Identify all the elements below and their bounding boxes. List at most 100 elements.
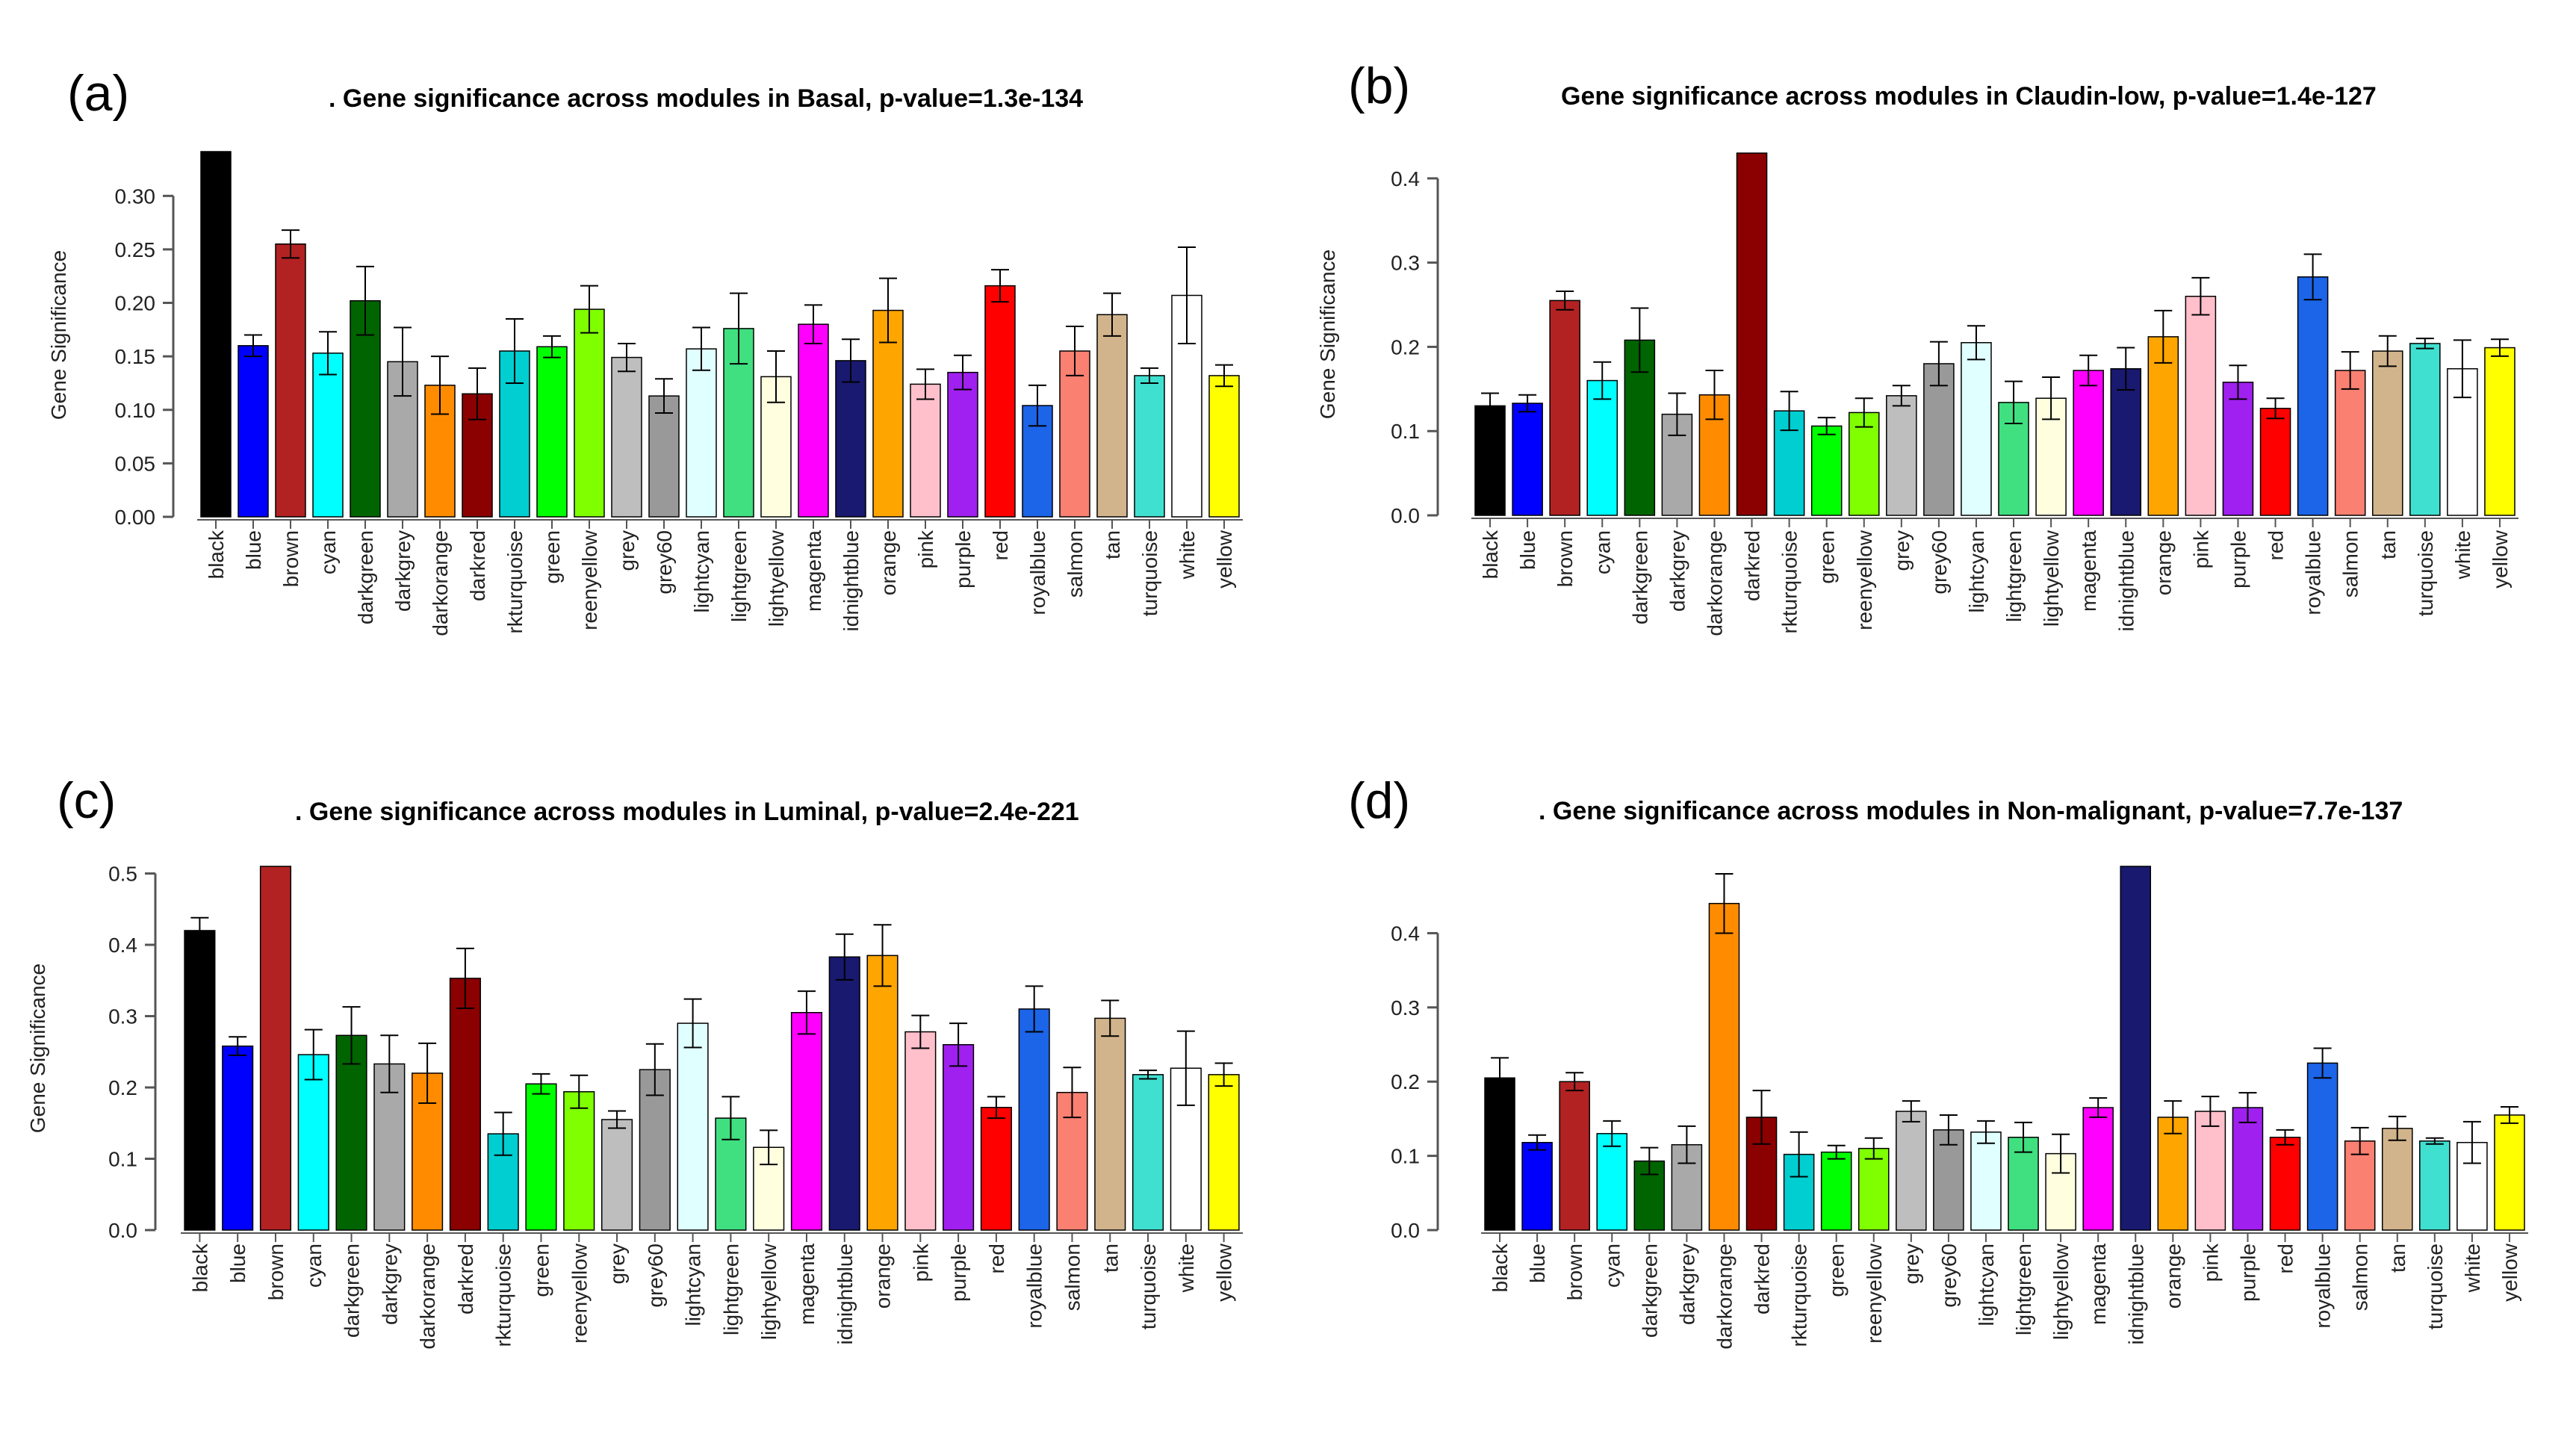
x-category-label: white — [2461, 1244, 2484, 1293]
error-bar-royalblue — [2303, 253, 2322, 301]
error-bar-white — [2453, 339, 2471, 399]
bar-brown — [1559, 1081, 1590, 1231]
bar-grey — [1886, 395, 1917, 516]
bar-turquoise — [2419, 1140, 2451, 1231]
error-bar-royalblue — [1028, 384, 1046, 427]
x-category-label: white — [1175, 1244, 1198, 1293]
error-bar-darkred — [468, 367, 486, 420]
error-bar-brown — [1556, 290, 1574, 311]
bar-yellow — [1208, 375, 1240, 518]
bar-yellow — [2484, 347, 2516, 516]
error-bar-orange — [2164, 1100, 2182, 1134]
error-bar-grey — [1892, 385, 1911, 407]
bar-pink — [2194, 1111, 2226, 1231]
error-bar-turquoise — [1139, 1070, 1158, 1080]
x-category-label: lightyellow — [2040, 530, 2063, 627]
bar-darkorange — [1708, 902, 1740, 1231]
error-bar-darkturquoise — [1790, 1131, 1808, 1178]
bar-turquoise — [2409, 343, 2441, 516]
y-tick-label: 0.10 — [115, 399, 156, 422]
error-bar-darkgreen — [342, 1006, 361, 1065]
x-category-label: magenta — [802, 530, 825, 612]
bar-turquoise — [1132, 1074, 1164, 1231]
x-category-label: white — [1176, 530, 1199, 580]
x-category-label: pink — [914, 530, 937, 568]
bar-darkgreen — [335, 1034, 367, 1231]
error-bar-grey — [608, 1110, 627, 1129]
bar-yellow — [1208, 1074, 1240, 1231]
error-bar-grey60 — [1939, 1114, 1958, 1146]
x-category-label: darkgrey — [378, 1244, 401, 1325]
error-bar-greenyellow — [1864, 1137, 1883, 1160]
chart-panel-2: (b) Gene significance across modules in C… — [1316, 58, 2518, 636]
x-category-label: black — [188, 1243, 211, 1292]
x-category-label: idnightblue — [2124, 1244, 2147, 1344]
error-bar-cyan — [1593, 361, 1612, 400]
x-category-label: royalblue — [1026, 530, 1049, 615]
bar-orange — [866, 954, 899, 1231]
y-tick-label: 0.3 — [1391, 996, 1420, 1019]
bar-midnightblue — [2120, 866, 2152, 1231]
bar-magenta — [798, 323, 829, 518]
x-category-label: darkorange — [416, 1244, 439, 1350]
error-bar-red — [991, 269, 1009, 303]
error-bar-royalblue — [1025, 985, 1043, 1033]
error-bar-royalblue — [2313, 1047, 2332, 1079]
bar-cyan — [312, 353, 344, 518]
x-category-label: white — [2451, 530, 2474, 580]
bar-black — [200, 151, 232, 518]
x-category-label: tan — [1099, 1244, 1122, 1273]
error-bar-lightyellow — [767, 350, 785, 403]
error-bar-yellow — [2490, 338, 2509, 357]
error-bar-greenyellow — [580, 285, 598, 334]
x-category-label: orange — [2152, 530, 2175, 595]
bar-pink — [910, 383, 941, 518]
error-bar-midnightblue — [835, 933, 854, 981]
error-bar-salmon — [1066, 326, 1084, 376]
x-category-label: turquoise — [1137, 1244, 1160, 1329]
x-category-label: idnightblue — [839, 530, 863, 631]
error-bar-white — [2462, 1120, 2481, 1164]
bar-blue — [222, 1045, 254, 1231]
x-category-label: darkgrey — [391, 530, 415, 612]
x-category-label: cyan — [317, 530, 340, 574]
bar-green — [536, 346, 568, 518]
x-category-label: tan — [2377, 530, 2400, 559]
bar-darkred — [1736, 152, 1768, 516]
x-category-label: yellow — [1213, 1243, 1236, 1302]
error-bar-greenyellow — [570, 1074, 589, 1109]
x-category-label: purple — [2236, 1244, 2259, 1302]
chart-title: Gene significance across modules in Clau… — [1561, 82, 2377, 111]
y-tick-label: 0.2 — [1391, 1070, 1420, 1093]
error-bar-midnightblue — [842, 338, 860, 383]
x-category-label: grey60 — [1937, 1244, 1961, 1308]
x-category-label: orange — [877, 530, 900, 595]
error-bar-tan — [2388, 1115, 2406, 1141]
error-bar-tan — [2378, 335, 2397, 367]
x-category-label: red — [2274, 1244, 2297, 1273]
error-bar-darkgrey — [1668, 392, 1686, 436]
bar-brown — [259, 866, 292, 1231]
error-bar-black — [1481, 392, 1500, 420]
bar-midnightblue — [2110, 367, 2142, 516]
bar-pink — [904, 1031, 937, 1231]
y-tick-label: 0.20 — [115, 292, 156, 315]
x-category-label: turquoise — [2424, 1244, 2447, 1329]
bar-magenta — [2073, 370, 2104, 516]
error-bar-blue — [1518, 394, 1537, 413]
error-bar-salmon — [2350, 1126, 2369, 1155]
error-bar-darkred — [456, 947, 474, 1010]
x-category-label: darkgreen — [1638, 1244, 1661, 1338]
x-category-label: lightgreen — [719, 1244, 742, 1335]
x-category-label: grey — [606, 1244, 629, 1284]
error-bar-greenyellow — [1855, 397, 1873, 428]
bar-blue — [238, 345, 269, 518]
x-category-label: yellow — [2489, 530, 2512, 589]
bar-lightcyan — [1961, 342, 1992, 516]
bar-lightcyan — [677, 1022, 709, 1231]
error-bar-purple — [954, 354, 972, 391]
error-bar-lightyellow — [2052, 1133, 2070, 1174]
error-bar-midnightblue — [2117, 347, 2135, 391]
error-bar-turquoise — [1140, 367, 1158, 384]
x-category-label: blue — [1526, 1244, 1549, 1283]
